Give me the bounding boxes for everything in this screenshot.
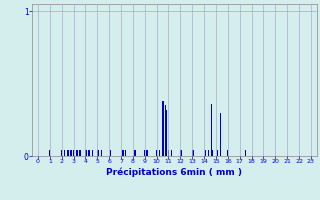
Bar bbox=[101, 150, 102, 156]
Bar bbox=[181, 150, 182, 156]
Bar bbox=[80, 150, 81, 156]
Bar bbox=[98, 150, 99, 156]
Bar bbox=[192, 150, 193, 156]
X-axis label: Précipitations 6min ( mm ): Précipitations 6min ( mm ) bbox=[106, 167, 243, 177]
Bar bbox=[64, 150, 65, 156]
Bar bbox=[125, 150, 126, 156]
Bar bbox=[68, 150, 69, 156]
Bar bbox=[71, 150, 72, 156]
Bar bbox=[205, 150, 206, 156]
Bar bbox=[77, 150, 78, 156]
Bar bbox=[166, 110, 167, 156]
Bar bbox=[97, 150, 98, 156]
Bar bbox=[79, 150, 80, 156]
Bar bbox=[147, 150, 148, 156]
Bar bbox=[245, 150, 246, 156]
Bar bbox=[85, 150, 86, 156]
Bar bbox=[38, 150, 39, 156]
Bar bbox=[61, 150, 62, 156]
Bar bbox=[134, 150, 135, 156]
Bar bbox=[122, 150, 123, 156]
Bar bbox=[162, 101, 163, 156]
Bar bbox=[89, 150, 90, 156]
Bar bbox=[137, 150, 138, 156]
Bar bbox=[86, 150, 87, 156]
Bar bbox=[88, 150, 89, 156]
Bar bbox=[110, 150, 111, 156]
Bar bbox=[70, 150, 71, 156]
Bar bbox=[91, 150, 92, 156]
Bar bbox=[206, 150, 207, 156]
Bar bbox=[76, 150, 77, 156]
Bar bbox=[217, 150, 218, 156]
Bar bbox=[73, 150, 74, 156]
Bar bbox=[67, 150, 68, 156]
Bar bbox=[135, 150, 136, 156]
Bar bbox=[132, 150, 133, 156]
Bar bbox=[212, 150, 213, 156]
Bar bbox=[211, 104, 212, 156]
Bar bbox=[193, 150, 194, 156]
Bar bbox=[208, 150, 209, 156]
Bar bbox=[159, 150, 160, 156]
Bar bbox=[171, 150, 172, 156]
Bar bbox=[146, 150, 147, 156]
Bar bbox=[180, 150, 181, 156]
Bar bbox=[144, 150, 145, 156]
Bar bbox=[92, 150, 93, 156]
Bar bbox=[156, 150, 157, 156]
Bar bbox=[168, 150, 169, 156]
